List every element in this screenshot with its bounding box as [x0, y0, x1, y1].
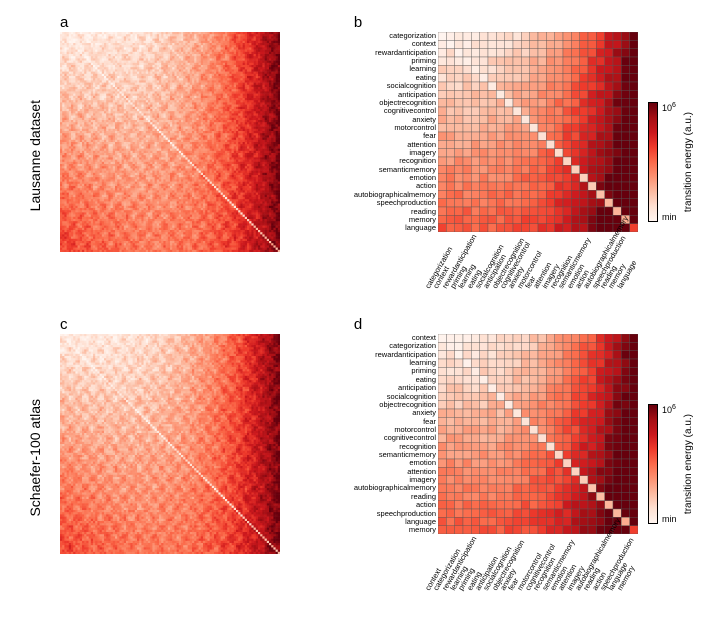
colorbar-1-label: transition energy (a.u.) [683, 112, 694, 212]
colorbar-2-ticks: 106 min [662, 404, 677, 524]
ylabel: learning [354, 65, 436, 73]
ylabel: anticipation [354, 384, 436, 392]
row2-label-cell: Schaefer-100 atlas [20, 322, 50, 594]
colorbar-1-cell: 106 min transition energy (a.u.) [648, 20, 688, 292]
panel-d-xlabels: contextcategorizationrewardanticipationl… [438, 534, 638, 594]
panel-a-heatmap [60, 32, 280, 252]
ylabel: socialcognition [354, 393, 436, 401]
panel-b-letter: b [354, 14, 362, 31]
ylabel: priming [354, 367, 436, 375]
ylabel: action [354, 501, 436, 509]
ylabel: socialcognition [354, 82, 436, 90]
panel-d-heatmap [438, 334, 638, 534]
panel-d-letter: d [354, 316, 362, 333]
colorbar-1-top: 106 [662, 102, 677, 113]
ylabel: language [354, 224, 436, 232]
ylabel: fear [354, 132, 436, 140]
ylabel: recognition [354, 157, 436, 165]
ylabel: anxiety [354, 409, 436, 417]
panel-c-heatmap [60, 334, 280, 554]
panel-b-xlabels: categorizationcontextrewardanticipationp… [438, 232, 638, 292]
ylabel: autobiographicalmemory [354, 484, 436, 492]
panel-d-ylabels: contextcategorizationrewardanticipationl… [354, 334, 438, 534]
panel-c-wrap [60, 322, 344, 554]
panel-d-wrap: contextcategorizationrewardanticipationl… [354, 322, 638, 594]
ylabel: context [354, 40, 436, 48]
panel-b-grid: categorizationcontextrewardanticipationp… [354, 32, 638, 232]
colorbar-1-bottom: min [662, 212, 677, 222]
ylabel: anxiety [354, 116, 436, 124]
colorbar-2: 106 min transition energy (a.u.) [648, 404, 694, 524]
panel-b: b categorizationcontextrewardanticipatio… [354, 20, 638, 292]
colorbar-2-bottom: min [662, 514, 677, 524]
panel-b-ylabels: categorizationcontextrewardanticipationp… [354, 32, 438, 232]
row2-label: Schaefer-100 atlas [27, 399, 43, 517]
ylabel: action [354, 182, 436, 190]
panel-a: a [60, 20, 344, 292]
ylabel: reading [354, 208, 436, 216]
panel-a-wrap [60, 20, 344, 252]
ylabel: cognitivecontrol [354, 434, 436, 442]
panel-c-letter: c [60, 316, 68, 333]
panel-b-heatmap [438, 32, 638, 232]
row1-label: Lausanne dataset [27, 100, 43, 211]
panel-a-letter: a [60, 14, 68, 31]
colorbar-1-ticks: 106 min [662, 102, 677, 222]
colorbar-2-bar [648, 404, 658, 524]
ylabel: cognitivecontrol [354, 107, 436, 115]
ylabel: emotion [354, 459, 436, 467]
ylabel: fear [354, 418, 436, 426]
colorbar-2-top: 106 [662, 404, 677, 415]
colorbar-1-bar [648, 102, 658, 222]
panel-d: d contextcategorizationrewardanticipatio… [354, 322, 638, 594]
ylabel: categorization [354, 342, 436, 350]
panel-d-grid: contextcategorizationrewardanticipationl… [354, 334, 638, 534]
colorbar-1: 106 min transition energy (a.u.) [648, 102, 694, 222]
row1-label-cell: Lausanne dataset [20, 20, 50, 292]
panel-b-wrap: categorizationcontextrewardanticipationp… [354, 20, 638, 292]
colorbar-2-cell: 106 min transition energy (a.u.) [648, 322, 688, 594]
ylabel: anticipation [354, 91, 436, 99]
panel-c: c [60, 322, 344, 594]
ylabel: speechproduction [354, 510, 436, 518]
ylabel: speechproduction [354, 199, 436, 207]
ylabel: memory [354, 526, 436, 534]
colorbar-2-label: transition energy (a.u.) [683, 414, 694, 514]
figure-grid: Lausanne dataset a b categorizationconte… [20, 20, 688, 594]
